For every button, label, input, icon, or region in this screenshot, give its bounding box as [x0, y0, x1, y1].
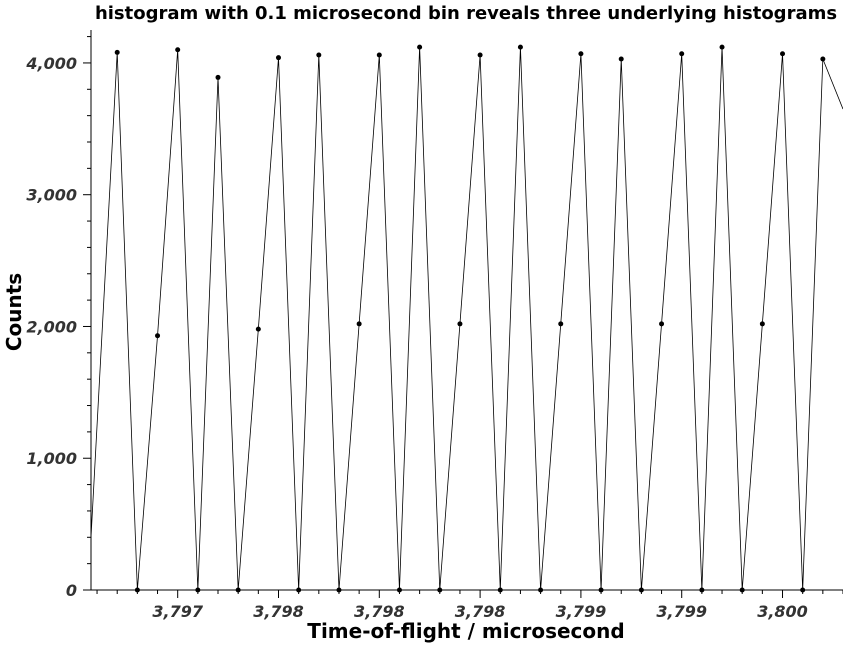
data-point [699, 587, 705, 593]
chart-title: histogram with 0.1 microsecond bin revea… [95, 3, 837, 24]
data-point [578, 51, 584, 57]
data-point [800, 587, 806, 593]
data-point [316, 52, 322, 58]
data-point [255, 326, 261, 332]
data-point [114, 49, 120, 55]
data-point [517, 44, 523, 50]
x-tick-label: 3,798 [354, 602, 405, 621]
x-axis-label: Time-of-flight / microsecond [307, 619, 624, 643]
x-tick-label: 3,799 [556, 602, 607, 621]
x-tick-label: 3,799 [656, 602, 707, 621]
series-line [90, 47, 843, 591]
data-point [598, 587, 604, 593]
data-point [376, 52, 382, 58]
y-tick-label: 1,000 [26, 449, 77, 468]
data-point [175, 47, 181, 53]
y-axis-ticks: 0 1,000 2,000 3,000 4,000 [25, 36, 91, 600]
x-tick-label: 3,798 [253, 602, 304, 621]
data-point [558, 321, 564, 327]
data-point [477, 52, 483, 58]
data-point [235, 587, 241, 593]
x-tick-label: 3,800 [757, 602, 808, 621]
data-point [215, 74, 221, 80]
data-point [134, 587, 140, 593]
data-point [296, 587, 302, 593]
data-point [457, 321, 463, 327]
data-point [195, 587, 201, 593]
x-axis-ticks: 3,797 3,798 3,798 3,798 3,799 3,799 3,800 [96, 590, 843, 621]
y-axis-label: Counts [2, 273, 26, 351]
data-point [356, 321, 362, 327]
data-point [618, 56, 624, 62]
data-point [820, 56, 826, 62]
x-tick-label: 3,797 [152, 602, 203, 621]
data-point [719, 44, 725, 50]
data-point [759, 321, 765, 327]
y-tick-label: 3,000 [26, 186, 77, 205]
data-point [396, 587, 402, 593]
data-point [739, 587, 745, 593]
data-point [679, 51, 685, 57]
data-point [780, 51, 786, 57]
data-point [155, 333, 161, 339]
y-tick-label: 2,000 [26, 317, 77, 336]
data-point [638, 587, 644, 593]
data-point [437, 587, 443, 593]
data-point [659, 321, 665, 327]
data-point [497, 587, 503, 593]
y-tick-label: 4,000 [25, 54, 77, 73]
data-point [538, 587, 544, 593]
data-point [275, 55, 281, 61]
data-point [336, 587, 342, 593]
y-tick-label: 0 [66, 581, 77, 600]
data-points [114, 44, 826, 593]
x-tick-label: 3,798 [455, 602, 506, 621]
data-point [417, 44, 423, 50]
